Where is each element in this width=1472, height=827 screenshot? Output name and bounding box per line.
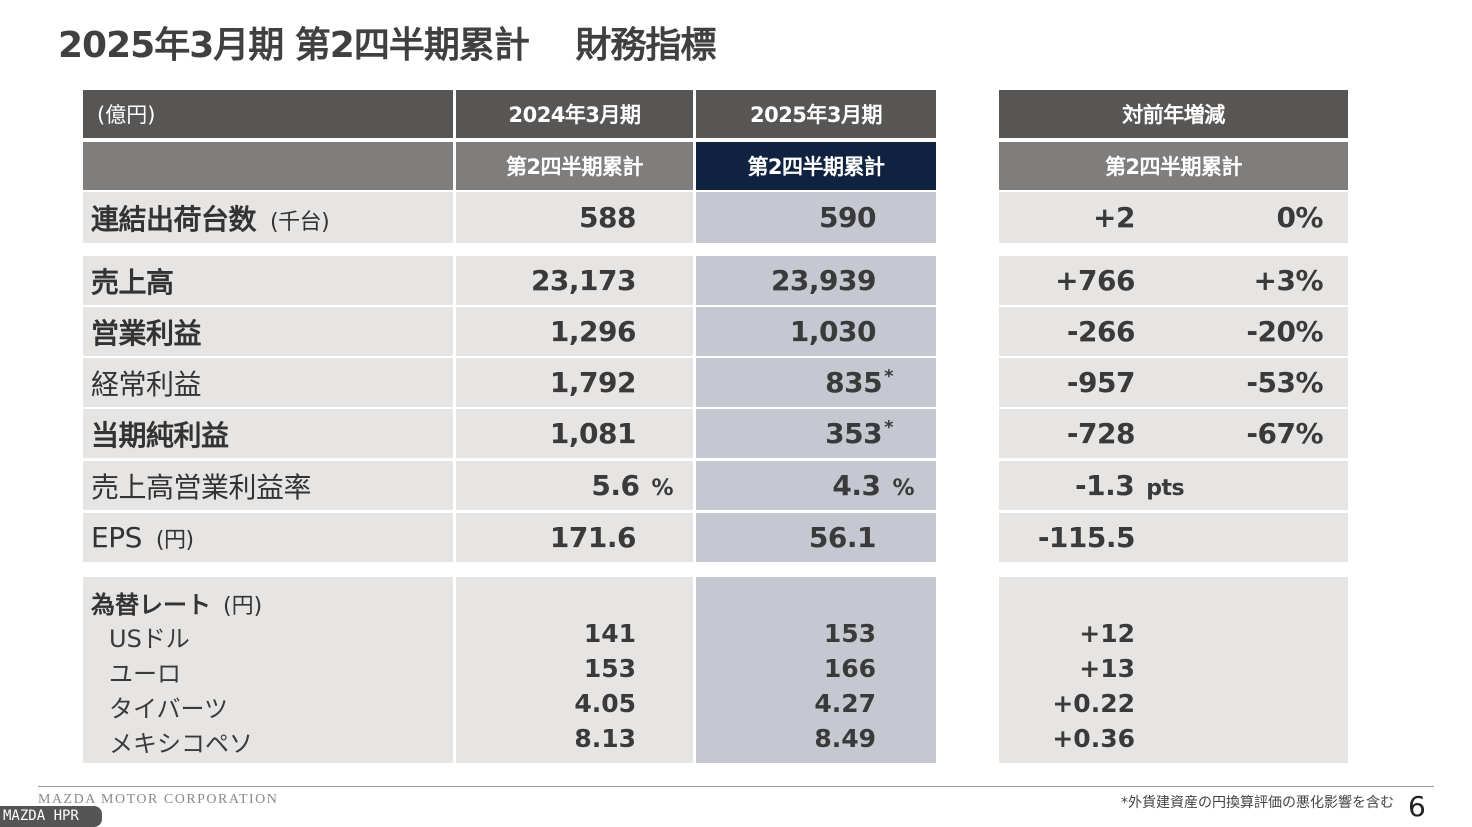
prev-subheader: 第2四半期累計 <box>456 142 693 190</box>
metric-change-cell: -957 -53% <box>999 358 1348 407</box>
metric-label: 売上高 <box>91 265 174 299</box>
metric-prev-value: 23,173 <box>530 264 637 297</box>
metric-label: 売上高営業利益率 <box>91 470 312 504</box>
metric-curr-value: 835 * <box>825 366 893 399</box>
metric-curr-cell: 1,030 <box>696 307 936 356</box>
metric-label-cell: 経常利益 <box>83 358 453 407</box>
page-number: 6 <box>1408 790 1426 823</box>
metric-change-pct: -53% <box>1246 366 1323 399</box>
metric-prev-cell: 23,173 <box>456 256 693 305</box>
fx-title: 為替レート (円) <box>91 591 263 619</box>
metric-curr-cell: 835 * <box>696 358 936 407</box>
curr-year-header: 2025年3月期 <box>696 90 936 138</box>
footnote: *外貨建資産の円換算評価の悪化影響を含む <box>1121 795 1394 811</box>
overlay-label: MAZDA HPR <box>0 806 102 827</box>
metric-curr-value: 353 * <box>825 417 893 450</box>
metric-curr-cell: 56.1 <box>696 513 936 562</box>
shipments-change: +2 0% <box>999 192 1348 243</box>
corporation-name: MAZDA MOTOR CORPORATION <box>38 792 279 807</box>
page-title: 2025年3月期 第2四半期累計 財務指標 <box>58 25 716 66</box>
shipments-label: 連結出荷台数 (千台) <box>91 202 330 236</box>
metric-change-value: -266 <box>1066 315 1136 348</box>
metric-label: 当期純利益 <box>91 418 229 452</box>
metric-curr-cell: 4.3% <box>696 461 936 510</box>
metric-change-pct: -67% <box>1246 417 1323 450</box>
change-header: 対前年増減 <box>999 90 1348 138</box>
metric-prev-value: 5.6% <box>591 469 673 502</box>
metric-label-cell: 売上高 <box>83 256 453 305</box>
metric-change-cell: -266 -20% <box>999 307 1348 356</box>
unit-label: (億円) <box>97 103 156 127</box>
metric-change-cell: +766 +3% <box>999 256 1348 305</box>
fx-prev-cell: 141 153 4.05 8.13 <box>456 577 693 763</box>
metric-prev-cell: 1,081 <box>456 409 693 458</box>
metric-change-pct: +3% <box>1253 264 1324 297</box>
metric-prev-cell: 1,296 <box>456 307 693 356</box>
metric-curr-cell: 23,939 <box>696 256 936 305</box>
change-subheader: 第2四半期累計 <box>999 142 1348 190</box>
metric-change-value: -1.3 pts <box>1075 469 1185 502</box>
metric-change-cell: -115.5 <box>999 513 1348 562</box>
metric-curr-cell: 353 * <box>696 409 936 458</box>
fx-label-usd: USドル <box>109 625 190 653</box>
metric-change-value: +766 <box>1055 264 1135 297</box>
metric-label: 営業利益 <box>91 316 202 350</box>
fx-label-mxn: メキシコペソ <box>109 730 253 758</box>
metric-change-cell: -1.3 pts <box>999 461 1348 510</box>
fx-label-thb: タイバーツ <box>109 695 229 723</box>
metric-prev-value: 1,081 <box>549 417 637 450</box>
metric-prev-value: 1,792 <box>549 366 637 399</box>
metric-prev-cell: 5.6% <box>456 461 693 510</box>
metric-change-cell: -728 -67% <box>999 409 1348 458</box>
metric-label-cell: 当期純利益 <box>83 409 453 458</box>
fx-label-eur: ユーロ <box>109 660 181 688</box>
metric-label-cell: 売上高営業利益率 <box>83 461 453 510</box>
shipments-curr: 590 <box>696 192 936 243</box>
metric-change-value: -728 <box>1066 417 1136 450</box>
metric-prev-value: 1,296 <box>549 315 637 348</box>
footer-divider <box>38 786 1434 787</box>
metric-label: 経常利益 <box>91 367 202 401</box>
metric-curr-value: 56.1 <box>808 521 877 554</box>
metric-curr-value: 1,030 <box>789 315 877 348</box>
fx-label-cell: 為替レート (円) USドル ユーロ タイバーツ メキシコペソ <box>83 577 453 763</box>
curr-subheader: 第2四半期累計 <box>696 142 936 190</box>
metric-prev-cell: 171.6 <box>456 513 693 562</box>
metric-change-value: -115.5 <box>1037 521 1136 554</box>
fx-curr-cell: 153 166 4.27 8.49 <box>696 577 936 763</box>
metric-curr-value: 23,939 <box>770 264 877 297</box>
metric-label-cell: EPS (円) <box>83 513 453 562</box>
shipments-label-cell: 連結出荷台数 (千台) <box>83 192 453 243</box>
metric-prev-value: 171.6 <box>549 521 637 554</box>
prev-year-header: 2024年3月期 <box>456 90 693 138</box>
metric-curr-value: 4.3% <box>832 469 914 502</box>
fx-change-cell: +12 +13 +0.22 +0.36 <box>999 577 1348 763</box>
metric-label-cell: 営業利益 <box>83 307 453 356</box>
metric-prev-cell: 1,792 <box>456 358 693 407</box>
empty-subheader <box>83 142 453 190</box>
metric-change-pct: -20% <box>1246 315 1323 348</box>
shipments-prev: 588 <box>456 192 693 243</box>
unit-header-cell: (億円) <box>83 90 453 138</box>
metric-label: EPS (円) <box>91 521 194 554</box>
metric-change-value: -957 <box>1066 366 1136 399</box>
